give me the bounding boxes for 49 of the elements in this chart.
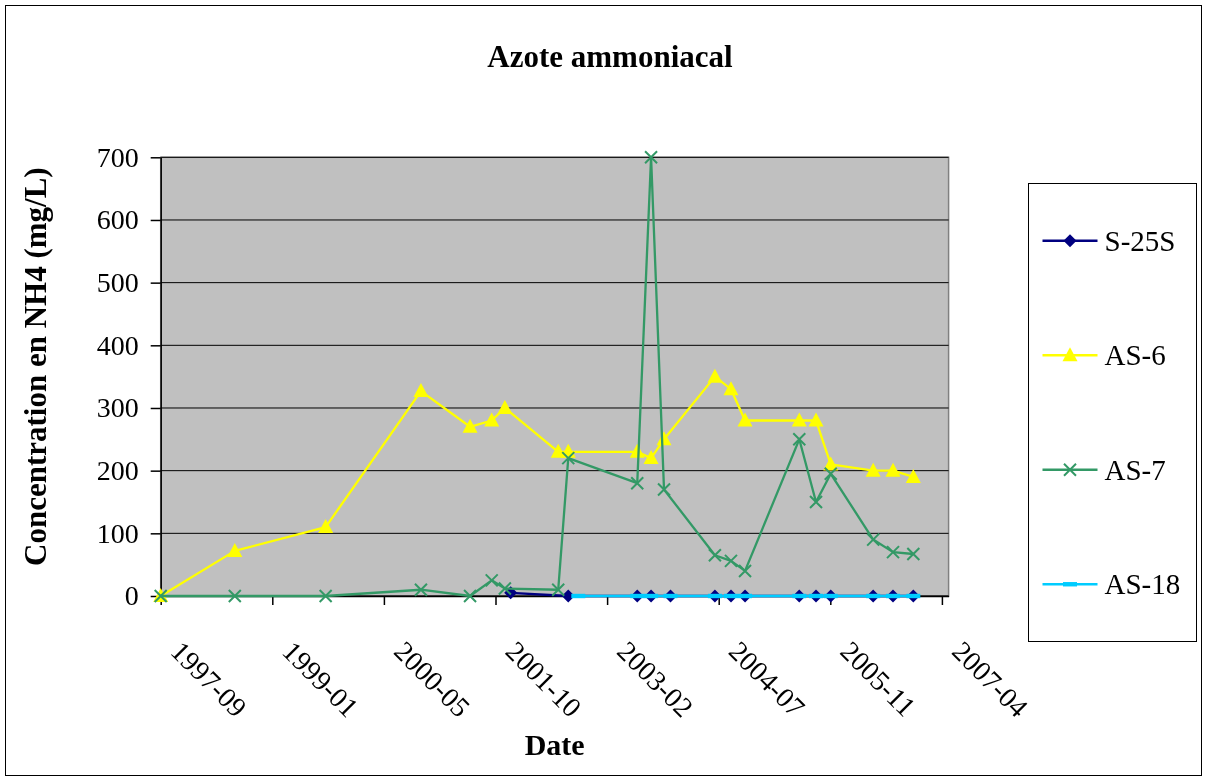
chart-title: Azote ammoniacal [487,39,734,74]
point [462,418,478,433]
point [738,563,753,578]
point [823,466,838,481]
point [463,589,478,603]
point [561,451,576,466]
point [905,468,921,483]
point [906,547,921,562]
point [723,381,739,396]
point [318,589,333,603]
point [413,383,429,398]
y-tick-label: 100 [96,517,139,549]
point [318,519,334,534]
point [227,589,242,603]
point [227,542,243,557]
point [497,581,512,596]
y-axis-title: Concentration en NH4 (mg/L) [18,167,53,566]
legend-label: S-25S [1104,224,1176,257]
legend-label: AS-7 [1104,453,1166,486]
point [865,462,881,477]
point [886,545,901,560]
point [885,462,901,477]
point [723,553,738,568]
point [413,582,428,597]
point [484,573,499,588]
point [792,432,807,447]
y-tick-label: 400 [96,329,139,361]
legend-label: AS-18 [1104,568,1181,601]
y-tick-label: 600 [96,204,139,236]
point [551,582,566,597]
y-tick-label: 500 [96,267,139,299]
y-tick-label: 300 [96,392,139,424]
point [866,532,881,547]
point [791,412,807,427]
point [643,450,659,465]
point [809,494,824,509]
point [707,548,722,563]
point [737,412,753,427]
y-tick-label: 700 [96,141,139,173]
point [630,476,645,491]
point [707,368,723,383]
legend-label: AS-6 [1104,339,1166,372]
point [657,482,672,497]
point [484,412,500,427]
y-tick-label: 0 [124,580,139,612]
y-tick-label: 200 [96,455,139,487]
x-axis-title: Date [524,728,585,761]
point [497,399,513,414]
point [808,412,824,427]
